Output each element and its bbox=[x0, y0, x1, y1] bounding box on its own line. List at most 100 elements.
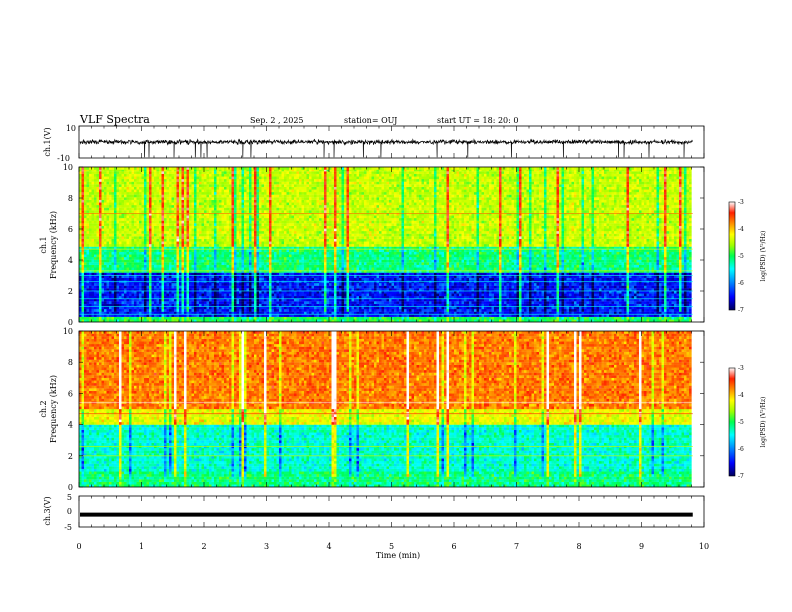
spectrogram-cell bbox=[201, 290, 205, 294]
spectrogram-cell bbox=[254, 210, 257, 213]
spectrogram-cell bbox=[226, 275, 230, 278]
spectrogram-cell bbox=[256, 176, 260, 180]
spectrogram-cell bbox=[159, 254, 162, 258]
spectrogram-cell bbox=[246, 181, 250, 185]
spectrogram-cell bbox=[211, 225, 215, 229]
spectrogram-cell bbox=[179, 186, 182, 190]
spectrogram-cell bbox=[234, 171, 237, 174]
spectrogram-cell bbox=[101, 249, 105, 252]
spectrogram-cell bbox=[121, 272, 125, 276]
spectrogram-cell bbox=[91, 316, 95, 320]
spectrogram-cell bbox=[116, 301, 120, 304]
spectrogram-cell bbox=[171, 205, 175, 208]
spectrogram-cell bbox=[179, 199, 182, 203]
spectrogram-cell bbox=[206, 277, 210, 281]
spectrogram-cell bbox=[164, 259, 167, 263]
spectrogram-cell bbox=[196, 319, 200, 323]
spectrogram-cell bbox=[279, 309, 282, 312]
spectrogram-cell bbox=[231, 319, 235, 323]
spectrogram-cell bbox=[256, 220, 260, 224]
spectrogram-cell bbox=[129, 301, 132, 304]
spectrogram-cell bbox=[174, 212, 177, 216]
spectrogram-cell bbox=[251, 301, 255, 304]
spectrogram-cell bbox=[166, 257, 170, 260]
spectrogram-cell bbox=[134, 236, 137, 239]
spectrogram-cell bbox=[129, 184, 132, 187]
spectrogram-cell bbox=[189, 168, 192, 172]
spectrogram-cell bbox=[194, 293, 197, 297]
spectrogram-cell bbox=[159, 241, 162, 245]
spectrogram-cell bbox=[141, 215, 145, 219]
spectrogram-cell bbox=[124, 228, 127, 232]
spectrogram-cell bbox=[254, 311, 257, 315]
spectrogram-cell bbox=[121, 262, 125, 265]
spectrogram-cell bbox=[219, 212, 222, 216]
spectrogram-cell bbox=[191, 296, 195, 299]
spectrogram-cell bbox=[259, 228, 262, 232]
spectrogram-cell bbox=[139, 212, 142, 216]
spectrogram-cell bbox=[79, 202, 82, 206]
spectrogram-cell bbox=[124, 309, 127, 312]
spectrogram-cell bbox=[159, 236, 162, 239]
spectrogram-cell bbox=[169, 181, 172, 185]
spectrogram-cell bbox=[189, 275, 192, 278]
spectrogram-cell bbox=[104, 293, 107, 297]
spectrogram-cell bbox=[196, 202, 200, 206]
spectrogram-cell bbox=[136, 283, 140, 286]
spectrogram-cell bbox=[261, 192, 265, 195]
spectrogram-cell bbox=[239, 199, 242, 203]
spectrogram-cell bbox=[244, 254, 247, 258]
spectrogram-cell bbox=[211, 277, 215, 281]
spectrogram-cell bbox=[239, 197, 242, 200]
spectrogram-cell bbox=[186, 251, 190, 255]
spectrogram-cell bbox=[169, 283, 172, 286]
spectrogram-cell bbox=[274, 233, 277, 237]
spectrogram-cell bbox=[139, 254, 142, 258]
spectrogram-cell bbox=[161, 309, 165, 312]
spectrogram-cell bbox=[259, 212, 262, 216]
spectrogram-cell bbox=[116, 264, 120, 268]
spectrogram-cell bbox=[164, 168, 167, 172]
spectrogram-cell bbox=[151, 173, 155, 177]
spectrogram-cell bbox=[139, 205, 142, 208]
spectrogram-cell bbox=[91, 179, 95, 182]
spectrogram-cell bbox=[189, 173, 192, 177]
spectrogram-cell bbox=[124, 210, 127, 213]
spectrogram-cell bbox=[149, 194, 152, 198]
ch1-spectrogram-image bbox=[79, 167, 693, 323]
spectrogram-cell bbox=[164, 288, 167, 291]
spectrogram-cell bbox=[106, 220, 110, 224]
spectrogram-cell bbox=[161, 249, 165, 252]
spectrogram-cell bbox=[126, 168, 130, 172]
spectrogram-cell bbox=[266, 189, 270, 193]
spectrogram-cell bbox=[94, 176, 97, 180]
spectrogram-cell bbox=[96, 181, 100, 185]
spectrogram-cell bbox=[166, 303, 170, 307]
spectrogram-cell bbox=[234, 167, 237, 170]
spectrogram-cell bbox=[91, 249, 95, 252]
spectrogram-cell bbox=[174, 186, 177, 190]
spectrogram-cell bbox=[184, 301, 187, 304]
spectrogram-cell bbox=[84, 231, 87, 234]
spectrogram-cell bbox=[106, 262, 110, 265]
spectrogram-cell bbox=[279, 207, 282, 211]
spectrogram-cell bbox=[126, 189, 130, 193]
spectrogram-cell bbox=[229, 296, 232, 299]
spectrogram-cell bbox=[79, 168, 82, 172]
spectrogram-cell bbox=[81, 285, 85, 289]
spectrogram-cell bbox=[269, 176, 272, 180]
spectrogram-cell bbox=[169, 264, 172, 268]
spectrogram-cell bbox=[101, 267, 105, 271]
spectrogram-cell bbox=[111, 238, 115, 242]
spectrogram-cell bbox=[146, 179, 150, 182]
spectrogram-cell bbox=[216, 283, 220, 286]
spectrogram-cell bbox=[276, 270, 280, 273]
spectrogram-cell bbox=[214, 314, 217, 317]
spectrogram-cell bbox=[234, 311, 237, 315]
spectrogram-cell bbox=[184, 241, 187, 245]
spectrogram-cell bbox=[171, 296, 175, 299]
spectrogram-cell bbox=[231, 298, 235, 302]
spectrogram-cell bbox=[104, 298, 107, 302]
spectrogram-cell bbox=[266, 272, 270, 276]
spectrogram-cell bbox=[216, 238, 220, 242]
